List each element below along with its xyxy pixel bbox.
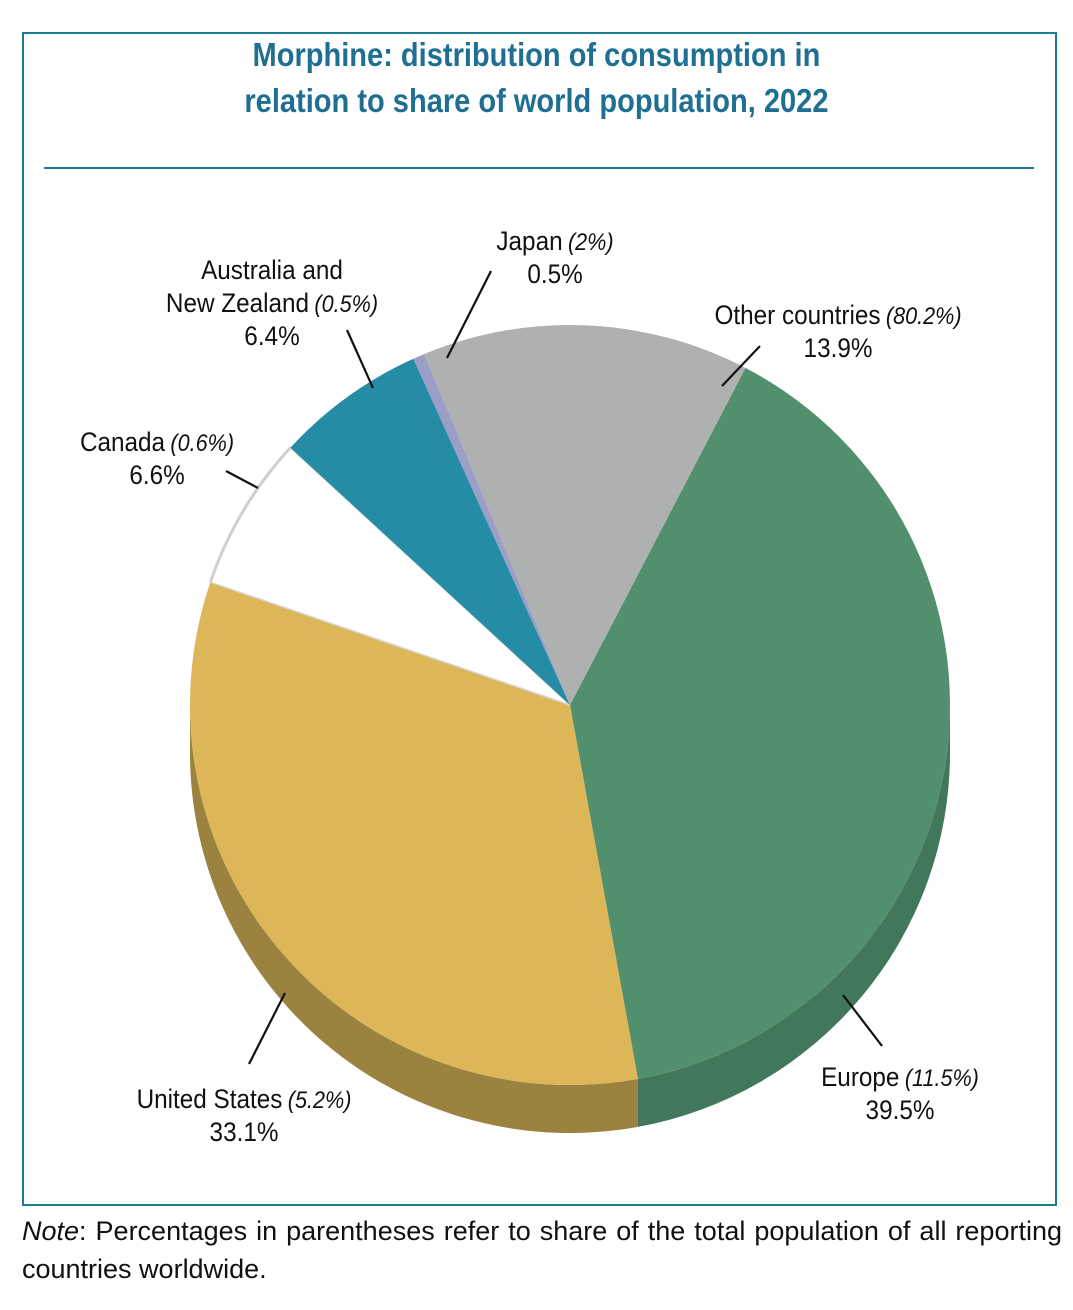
- leader-lines: [225, 270, 883, 1065]
- slice-side-europe: [637, 705, 950, 1127]
- note-text: : Percentages in parentheses refer to sh…: [22, 1216, 1062, 1284]
- label-name-canada: Canada: [80, 428, 166, 457]
- chart-title: Morphine: distribution of consumption in…: [64, 32, 1008, 124]
- label-share-united-states: (5.2%): [288, 1086, 352, 1113]
- leader-line-canada: [225, 470, 259, 489]
- pie-depth: [190, 705, 950, 1133]
- label-other-countries: Other countries (80.2%) 13.9%: [714, 301, 961, 363]
- label-name-europe: Europe: [821, 1063, 899, 1092]
- chart-title-line-2: relation to share of world population, 2…: [244, 82, 829, 119]
- label-name-japan: Japan: [496, 227, 562, 256]
- label-europe: Europe (11.5%) 39.5%: [821, 1063, 979, 1125]
- label-japan: Japan (2%) 0.5%: [496, 227, 613, 289]
- label-share-other-countries: (80.2%): [886, 302, 962, 329]
- slice-labels: Europe (11.5%) 39.5% United States (5.2%) 33.…: [80, 227, 979, 1147]
- title-divider: [44, 167, 1034, 169]
- slice-japan: [413, 354, 570, 705]
- label-share-canada: (0.6%): [170, 429, 234, 456]
- label-value-other-countries: 13.9%: [804, 334, 873, 363]
- chart-frame: [22, 32, 1057, 1206]
- slice-australia-and-new-zealand: [290, 358, 570, 705]
- label-name-australia-and-new-zealand: New Zealand: [166, 289, 309, 318]
- label-value-australia-and-new-zealand: 6.4%: [244, 322, 299, 351]
- label-share-japan: (2%): [568, 228, 614, 255]
- note-prefix: Note: [22, 1216, 80, 1246]
- label-united-states: United States (5.2%) 33.1%: [137, 1085, 352, 1147]
- label-name-united-states: United States: [137, 1085, 283, 1114]
- slice-other-countries: [424, 324, 746, 705]
- label-value-japan: 0.5%: [527, 260, 582, 289]
- label-share-europe: (11.5%): [905, 1064, 979, 1091]
- label-value-europe: 39.5%: [866, 1096, 935, 1125]
- leader-line-japan: [446, 270, 492, 359]
- chart-note: Note: Percentages in parentheses refer t…: [22, 1212, 1062, 1288]
- label-value-united-states: 33.1%: [210, 1118, 279, 1147]
- label-canada: Canada (0.6%) 6.6%: [80, 428, 234, 490]
- leader-line-united-states: [248, 992, 286, 1065]
- label-value-canada: 6.6%: [129, 461, 184, 490]
- slice-united-states: [190, 582, 638, 1085]
- label-name-australia-and-new-zealand: Australia and: [201, 256, 343, 285]
- label-australia-and-new-zealand: Australia and New Zealand (0.5%) 6.4%: [166, 256, 378, 351]
- slice-rim-canada: [208, 446, 292, 583]
- label-share-australia-and-new-zealand: (0.5%): [314, 290, 378, 317]
- slice-side-united-states: [190, 705, 638, 1133]
- leader-line-other-countries: [721, 345, 761, 387]
- chart-title-line-1: Morphine: distribution of consumption in: [252, 36, 821, 73]
- label-name-other-countries: Other countries: [714, 301, 880, 330]
- slice-europe: [570, 367, 950, 1079]
- leader-line-europe: [842, 994, 883, 1047]
- pie-slices: [190, 324, 950, 1085]
- leader-line-australia-and-new-zealand: [345, 329, 375, 389]
